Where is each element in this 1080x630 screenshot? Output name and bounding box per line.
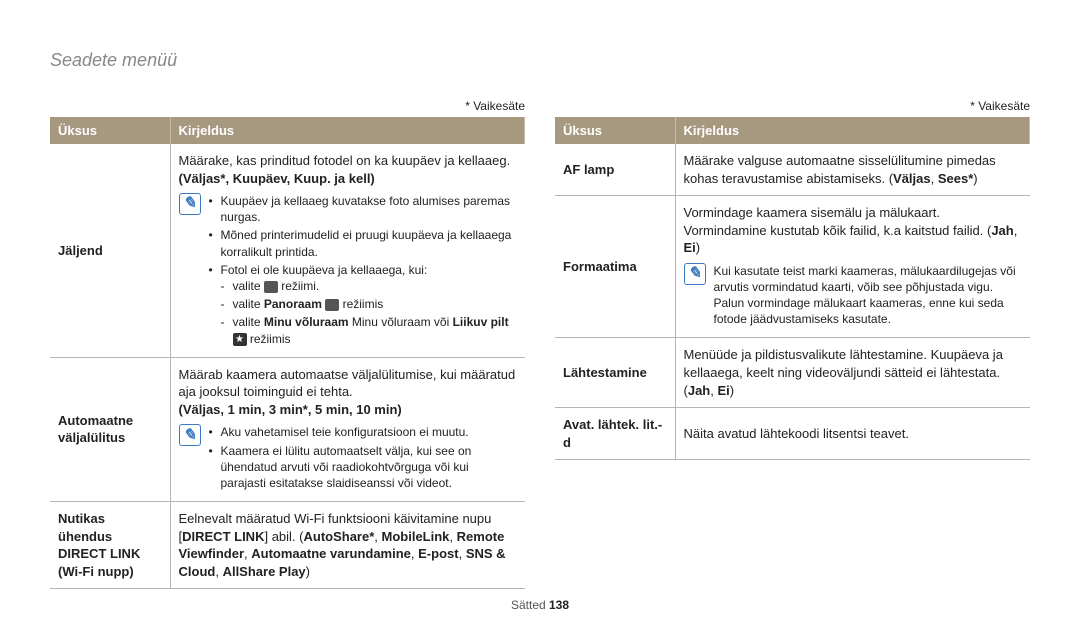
txt: valite	[233, 315, 264, 329]
txt: Jah	[991, 223, 1013, 238]
txt: ] abil. (	[264, 529, 303, 544]
row-opts: (Väljas, 1 min, 3 min*, 5 min, 10 min)	[179, 402, 402, 417]
txt: valite	[233, 297, 264, 311]
txt: Panoraam	[264, 297, 322, 311]
note-item: Kaamera ei lülitu automaatselt välja, ku…	[209, 443, 517, 492]
row-desc: Näita avatud lähtekoodi litsentsi teavet…	[675, 408, 1030, 460]
note-sub: valite režiimi.	[221, 278, 517, 294]
note-content: Aku vahetamisel teie konfiguratsioon ei …	[209, 424, 517, 493]
row-label: Automaatne väljalülitus	[50, 357, 170, 501]
right-table: Üksus Kirjeldus AF lamp Määrake valguse …	[555, 117, 1030, 460]
note-item: Kuupäev ja kellaaeg kuvatakse foto alumi…	[209, 193, 517, 225]
table-row: Nutikas ühendus DIRECT LINK (Wi-Fi nupp)…	[50, 502, 525, 589]
mode-icon	[264, 281, 278, 293]
note-text: Kui kasutate teist marki kaameras, mäluk…	[714, 263, 1022, 328]
row-label: Jäljend	[50, 144, 170, 357]
table-row: Lähtestamine Menüüde ja pildistusvalikut…	[555, 338, 1030, 408]
page-title: Seadete menüü	[50, 50, 1030, 71]
txt: )	[696, 240, 700, 255]
table-row: AF lamp Määrake valguse automaatne sisse…	[555, 144, 1030, 196]
note-item: Aku vahetamisel teie konfiguratsioon ei …	[209, 424, 517, 440]
note-box: ✎ Kui kasutate teist marki kaameras, mäl…	[684, 263, 1022, 330]
txt: )	[730, 383, 734, 398]
note-sub: valite Panoraam režiimis	[221, 296, 517, 312]
txt: Vormindage kaamera sisemälu ja mälukaart…	[684, 205, 992, 238]
txt: Jah	[688, 383, 710, 398]
row-desc: Menüüde ja pildistusvalikute lähtestamin…	[675, 338, 1030, 408]
txt: DIRECT LINK	[182, 529, 264, 544]
row-lead: Määrab kaamera automaatse väljalülitumis…	[179, 367, 516, 400]
left-column: * Vaikesäte Üksus Kirjeldus Jäljend Määr…	[50, 99, 525, 589]
txt: E-post	[418, 546, 458, 561]
row-desc: Vormindage kaamera sisemälu ja mälukaart…	[675, 196, 1030, 338]
table-row: Formaatima Vormindage kaamera sisemälu j…	[555, 196, 1030, 338]
txt: MobileLink	[382, 529, 450, 544]
table-row: Avat. lähtek. lit.-d Näita avatud lähtek…	[555, 408, 1030, 460]
table-row: Jäljend Määrake, kas prinditud fotodel o…	[50, 144, 525, 357]
txt: )	[306, 564, 310, 579]
note-sub: valite Minu võluraam Minu võluraam või L…	[221, 314, 517, 346]
row-label: Nutikas ühendus DIRECT LINK (Wi-Fi nupp)	[50, 502, 170, 589]
txt: )	[973, 171, 977, 186]
row-lead: Määrake, kas prinditud fotodel on ka kuu…	[179, 153, 511, 168]
right-column: * Vaikesäte Üksus Kirjeldus AF lamp Määr…	[555, 99, 1030, 589]
txt: AutoShare*	[303, 529, 374, 544]
page-footer: Sätted 138	[0, 598, 1080, 612]
txt: valite	[233, 279, 264, 293]
txt: Automaatne varundamine	[251, 546, 411, 561]
row-desc: Eelnevalt määratud Wi-Fi funktsiooni käi…	[170, 502, 525, 589]
txt: Ei	[684, 240, 696, 255]
note-content: Kui kasutate teist marki kaameras, mäluk…	[714, 263, 1022, 330]
note-content: Kuupäev ja kellaaeg kuvatakse foto alumi…	[209, 193, 517, 349]
row-label: Formaatima	[555, 196, 675, 338]
note-box: ✎ Aku vahetamisel teie konfiguratsioon e…	[179, 424, 517, 493]
row-label: Lähtestamine	[555, 338, 675, 408]
txt: ,	[374, 529, 381, 544]
row-label: AF lamp	[555, 144, 675, 196]
th-item: Üksus	[555, 117, 675, 144]
row-desc: Määrake, kas prinditud fotodel on ka kuu…	[170, 144, 525, 357]
table-row: Automaatne väljalülitus Määrab kaamera a…	[50, 357, 525, 501]
txt: Liikuv pilt	[453, 315, 509, 329]
default-label-right: * Vaikesäte	[555, 99, 1030, 113]
txt: AllShare Play	[223, 564, 306, 579]
content-columns: * Vaikesäte Üksus Kirjeldus Jäljend Määr…	[50, 99, 1030, 589]
footer-page: 138	[549, 598, 569, 612]
txt: ,	[449, 529, 456, 544]
info-icon: ✎	[684, 263, 706, 285]
txt: režiimis	[339, 297, 383, 311]
star-icon: ★	[233, 333, 247, 346]
txt: Minu võluraam	[264, 315, 349, 329]
txt: ,	[459, 546, 466, 561]
info-icon: ✎	[179, 424, 201, 446]
txt: Sees*	[938, 171, 973, 186]
txt: režiimis	[247, 332, 291, 346]
note-item: Fotol ei ole kuupäeva ja kellaaega, kui:…	[209, 262, 517, 347]
default-label-left: * Vaikesäte	[50, 99, 525, 113]
th-item: Üksus	[50, 117, 170, 144]
th-desc: Kirjeldus	[170, 117, 525, 144]
txt: Minu võluraam või	[349, 315, 453, 329]
txt: režiimi.	[278, 279, 319, 293]
row-desc: Määrab kaamera automaatse väljalülitumis…	[170, 357, 525, 501]
footer-label: Sätted	[511, 598, 549, 612]
info-icon: ✎	[179, 193, 201, 215]
mode-icon	[325, 299, 339, 311]
row-opts: (Väljas*, Kuupäev, Kuup. ja kell)	[179, 171, 375, 186]
row-desc: Määrake valguse automaatne sisselülitumi…	[675, 144, 1030, 196]
txt: ,	[215, 564, 222, 579]
txt: Ei	[717, 383, 729, 398]
txt: Väljas	[893, 171, 931, 186]
left-table: Üksus Kirjeldus Jäljend Määrake, kas pri…	[50, 117, 525, 589]
note-item: Mõned printerimudelid ei pruugi kuupäeva…	[209, 227, 517, 259]
row-label: Avat. lähtek. lit.-d	[555, 408, 675, 460]
th-desc: Kirjeldus	[675, 117, 1030, 144]
note-box: ✎ Kuupäev ja kellaaeg kuvatakse foto alu…	[179, 193, 517, 349]
note-text: Fotol ei ole kuupäeva ja kellaaega, kui:	[221, 263, 428, 277]
